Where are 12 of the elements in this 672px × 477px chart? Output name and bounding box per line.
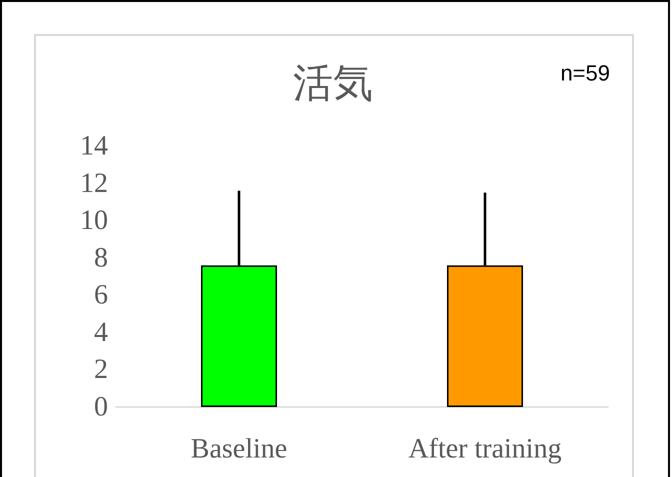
y-tick-label: 8	[94, 242, 108, 274]
y-tick-label: 4	[94, 316, 108, 348]
x-tick-label: Baseline	[190, 434, 288, 464]
y-tick-label: 2	[94, 354, 108, 386]
x-tick-label: After training	[408, 434, 562, 464]
y-tick-label: 12	[80, 168, 108, 199]
text: n=59	[560, 60, 610, 86]
y-tick-label: 14	[80, 130, 108, 162]
y-tick-label: 10	[80, 205, 108, 236]
y-tick-label: 0	[94, 392, 108, 422]
y-tick-label: 6	[94, 280, 108, 311]
chart-title: 活気	[293, 60, 373, 106]
